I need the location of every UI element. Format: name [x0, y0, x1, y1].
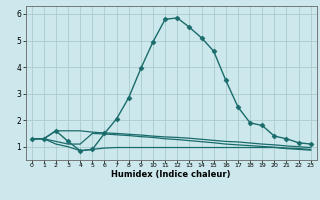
X-axis label: Humidex (Indice chaleur): Humidex (Indice chaleur): [111, 170, 231, 179]
